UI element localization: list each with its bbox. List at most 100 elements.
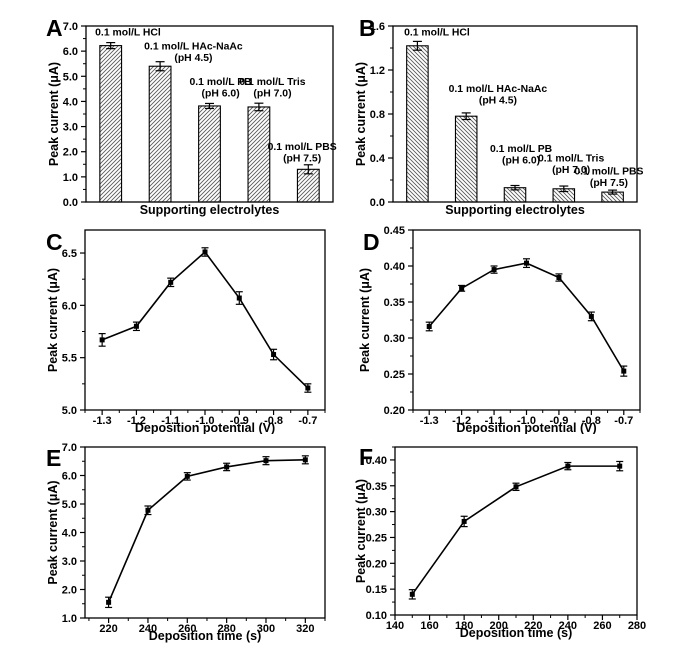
bar-annotation: 0.1 mol/L Tris bbox=[538, 154, 604, 165]
x-axis-title: Deposition time (s) bbox=[460, 626, 573, 640]
x-tick-label: -0.9 bbox=[230, 415, 249, 427]
chart-E: 1.0 2.0 3.0 4.0 5.0 6.0 7.0 220 240 260 280 300 320 P… bbox=[46, 442, 326, 643]
bar-annotation: 0.1 mol/L PB bbox=[190, 77, 253, 88]
y-tick-label: 5.0 bbox=[62, 405, 77, 417]
bar-annotation: 0.1 mol/L Tris bbox=[239, 77, 305, 88]
y-axis-title: Peak current (μA) bbox=[47, 62, 61, 166]
data-point bbox=[302, 457, 308, 463]
panel-F: 0.10 0.15 0.20 0.25 0.30 0.35 0.40 140 160 180 200… bbox=[343, 434, 686, 651]
x-tick-label: -0.7 bbox=[298, 415, 317, 427]
bar bbox=[454, 115, 478, 203]
bar bbox=[148, 65, 172, 203]
panel-B: 0.0 0.4 0.8 1.2 1.6 Peak current (μA) Supporti… bbox=[343, 0, 686, 217]
x-tick-label: -1.0 bbox=[196, 415, 215, 427]
y-tick-label: 4.0 bbox=[62, 528, 77, 540]
chart-A: 0.0 1.0 2.0 3.0 4.0 5.0 6.0 7.0 Peak current (μA… bbox=[46, 15, 337, 217]
x-tick-label: 140 bbox=[386, 620, 404, 632]
panel-D: 0.20 0.25 0.30 0.35 0.40 0.45 -1.3 -1.2 -1.1 -1.0… bbox=[343, 217, 686, 434]
data-line bbox=[107, 459, 306, 603]
plot-frame bbox=[84, 229, 326, 411]
bar-annotation: (pH 4.5) bbox=[174, 53, 212, 64]
y-axis-title: Peak current (μA) bbox=[358, 268, 372, 372]
bar-annotation: (pH 4.5) bbox=[479, 95, 517, 106]
y-tick-label: 6.0 bbox=[62, 300, 77, 312]
panel-label: F bbox=[359, 444, 373, 470]
y-tick-label: 5.5 bbox=[62, 353, 77, 365]
y-tick-label: 1.6 bbox=[370, 21, 385, 33]
y-axis-title: Peak current (μA) bbox=[46, 268, 60, 372]
x-axis-title: Deposition potential (V) bbox=[456, 421, 596, 434]
y-tick-label: 3.0 bbox=[62, 556, 77, 568]
data-point bbox=[133, 323, 139, 329]
x-tick-label: -0.8 bbox=[582, 415, 601, 427]
y-tick-label: 0.25 bbox=[384, 369, 405, 381]
y-tick-label: 0.8 bbox=[370, 109, 385, 121]
bar bbox=[99, 45, 123, 203]
bar-annotation: (pH 7.5) bbox=[283, 154, 321, 165]
y-tick-label: 0.40 bbox=[366, 455, 387, 467]
x-tick-label: 260 bbox=[178, 623, 196, 635]
x-tick-label: 280 bbox=[217, 623, 235, 635]
y-tick-label: 7.0 bbox=[63, 21, 78, 33]
y-tick-label: 0.4 bbox=[370, 153, 386, 165]
data-point bbox=[513, 484, 519, 490]
x-tick-label: -0.8 bbox=[264, 415, 283, 427]
x-axis-title: Supporting electrolytes bbox=[140, 203, 280, 217]
panel-label: D bbox=[363, 229, 380, 255]
x-tick-label: 320 bbox=[296, 623, 314, 635]
bar-annotation: 0.1 mol/L HAc-NaAc bbox=[449, 84, 548, 95]
panel-A: 0.0 1.0 2.0 3.0 4.0 5.0 6.0 7.0 Peak current (μA… bbox=[0, 0, 343, 217]
chart-C: 5.0 5.5 6.0 6.5 -1.3 -1.2 -1.1 -1.0 -0.9 -0.8 -0.7… bbox=[46, 229, 326, 434]
x-tick-label: 260 bbox=[593, 620, 611, 632]
data-point bbox=[621, 368, 627, 374]
data-point bbox=[524, 260, 529, 266]
x-tick-label: 160 bbox=[420, 620, 438, 632]
x-tick-label: -1.1 bbox=[485, 415, 504, 427]
data-point bbox=[556, 275, 562, 281]
bar-annotation: (pH 6.0) bbox=[202, 88, 240, 99]
bar bbox=[247, 106, 271, 203]
data-point bbox=[202, 249, 208, 255]
x-tick-label: 280 bbox=[628, 620, 646, 632]
y-tick-label: 0.15 bbox=[366, 584, 387, 596]
chart-B: 0.0 0.4 0.8 1.2 1.6 Peak current (μA) Supporti… bbox=[354, 15, 644, 217]
data-line bbox=[101, 250, 309, 389]
data-point bbox=[106, 599, 112, 605]
x-tick-label: -1.2 bbox=[452, 415, 471, 427]
chart-D: 0.20 0.25 0.30 0.35 0.40 0.45 -1.3 -1.2 -1.1 -1.0… bbox=[358, 225, 641, 434]
plot-frame bbox=[84, 446, 326, 619]
y-axis-title: Peak current (μA) bbox=[354, 62, 368, 166]
data-point bbox=[459, 285, 465, 291]
data-point bbox=[99, 337, 105, 343]
panel-label: B bbox=[359, 15, 376, 41]
data-point bbox=[565, 463, 571, 469]
y-tick-label: 1.0 bbox=[62, 613, 77, 625]
data-point bbox=[305, 385, 311, 391]
y-tick-label: 3.0 bbox=[63, 122, 78, 134]
y-tick-label: 0.20 bbox=[384, 405, 405, 417]
data-point bbox=[145, 507, 151, 513]
plot-frame bbox=[394, 446, 638, 616]
y-tick-label: 0.30 bbox=[366, 507, 387, 519]
panel-label: E bbox=[46, 445, 61, 471]
bar-annotation: (pH 6.0) bbox=[502, 155, 540, 166]
data-point bbox=[184, 473, 190, 479]
y-tick-label: 0.35 bbox=[384, 297, 405, 309]
y-tick-label: 0.45 bbox=[384, 225, 405, 237]
bar-annotation: 0.1 mol/L PBS bbox=[574, 167, 643, 178]
y-tick-label: 0.30 bbox=[384, 333, 405, 345]
y-tick-label: 0.35 bbox=[366, 481, 387, 493]
x-tick-label: 240 bbox=[559, 620, 577, 632]
bar-annotation: 0.1 mol/L HAc-NaAc bbox=[144, 42, 243, 53]
panel-C: 5.0 5.5 6.0 6.5 -1.3 -1.2 -1.1 -1.0 -0.9 -0.8 -0.7… bbox=[0, 217, 343, 434]
y-tick-label: 5.0 bbox=[63, 71, 78, 83]
x-tick-label: 220 bbox=[99, 623, 117, 635]
data-point bbox=[617, 463, 623, 469]
data-point bbox=[236, 295, 242, 301]
chart-F: 0.10 0.15 0.20 0.25 0.30 0.35 0.40 140 160 180 200… bbox=[354, 444, 646, 640]
bar-annotation: (pH 7.0) bbox=[253, 88, 291, 99]
x-tick-label: -1.2 bbox=[127, 415, 146, 427]
bar-annotation: (pH 7.0) bbox=[552, 165, 590, 176]
bar-annotation: (pH 7.5) bbox=[590, 178, 628, 189]
bar bbox=[406, 45, 429, 203]
